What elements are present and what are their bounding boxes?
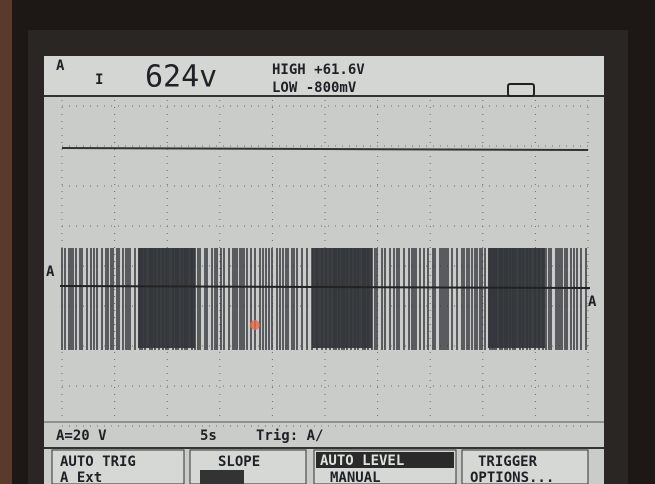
- probe-icon: I: [95, 72, 103, 88]
- time-label: 5s: [200, 428, 217, 444]
- bezel-edge: [0, 0, 12, 484]
- oscilloscope-photo: A I 624v HIGH +61.6V LOW -800mV A A A=20…: [0, 0, 655, 484]
- trace-marker-right: A: [588, 294, 597, 310]
- trace-marker-left: A: [46, 264, 55, 280]
- menu-text: TRIGGER: [478, 454, 538, 470]
- menu-text: AUTO TRIG: [60, 454, 136, 470]
- menu-text: SLOPE: [218, 454, 260, 470]
- signal-trace: [60, 248, 590, 350]
- channel-label: A: [56, 58, 65, 74]
- menu-text: OPTIONS...: [470, 470, 554, 484]
- scale-label: A=20 V: [56, 428, 107, 444]
- slope-icon: [200, 470, 244, 484]
- menu-text: MANUAL: [330, 470, 381, 484]
- reading: 624v: [145, 60, 217, 95]
- glare: [250, 320, 260, 330]
- low-value: LOW -800mV: [272, 80, 357, 96]
- high-value: HIGH +61.6V: [272, 62, 365, 78]
- menu-text: A Ext: [60, 470, 102, 484]
- trigger-label: Trig: A/: [256, 428, 323, 444]
- menu-text: AUTO LEVEL: [320, 453, 404, 469]
